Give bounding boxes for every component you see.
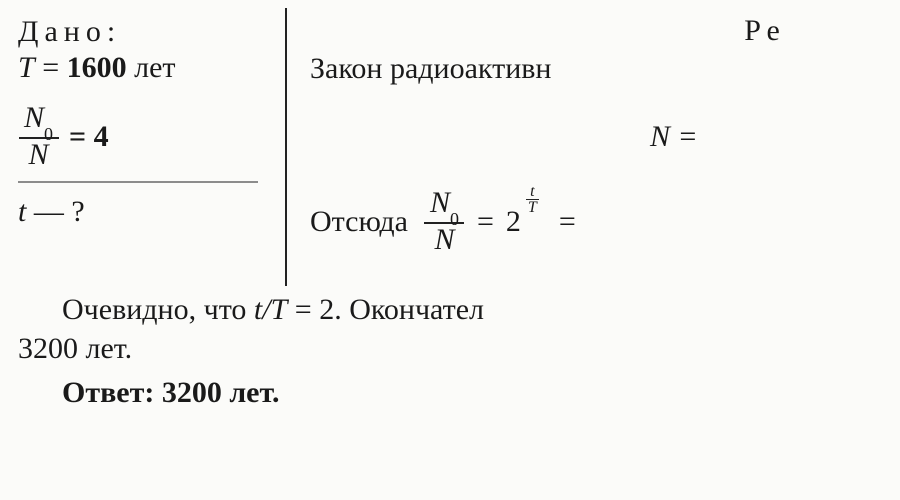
conclusion-line-1: Очевидно, что t/T = 2. Окончател [18, 290, 900, 331]
equals-4: = 4 [69, 120, 109, 154]
unit-years: лет [127, 51, 176, 84]
bottom-section: Очевидно, что t/T = 2. Окончател 3200 ле… [0, 256, 900, 411]
page-container: Дано: T = 1600 лет N0 N = 4 t — ? Ре [0, 0, 900, 500]
subscript-0: 0 [44, 124, 53, 144]
n-equation: N = [650, 120, 900, 154]
law-statement: Закон радиоактивн [310, 52, 900, 86]
power-expression: 2 t T [506, 205, 521, 239]
value-1600: 1600 [67, 51, 127, 84]
fraction-N0-over-N: N0 N [18, 103, 59, 171]
equals-2-text: = 2. Окончател [287, 293, 484, 326]
fraction-numerator: N0 [18, 103, 59, 137]
solution-heading: Ре [470, 14, 900, 48]
fraction-numerator-2: N0 [424, 188, 465, 222]
answer-value: 3200 лет. [154, 376, 279, 409]
var-N0-N: N [24, 101, 44, 134]
exponent-fraction: t T [526, 185, 539, 216]
trailing-equals: = [559, 205, 576, 239]
equals-sign-2: = [477, 205, 494, 239]
exponent-num: t [530, 185, 534, 199]
answer-label: Ответ: [62, 376, 154, 409]
conclusion-line-2: 3200 лет. [18, 332, 900, 366]
answer-line: Ответ: 3200 лет. [18, 376, 900, 410]
top-section: Дано: T = 1600 лет N0 N = 4 t — ? Ре [0, 0, 900, 256]
obviously-text: Очевидно, что [62, 293, 254, 326]
var-N0-N-2: N [430, 186, 450, 219]
dash: — [26, 195, 71, 228]
eq-sign: = [35, 51, 67, 84]
given-half-life-line: T = 1600 лет [18, 51, 280, 85]
find-line: t — ? [18, 195, 280, 229]
hence-word: Отсюда [310, 205, 408, 239]
given-heading: Дано: [18, 15, 280, 49]
base-2: 2 [506, 205, 521, 238]
ratio-tT: t/T [254, 293, 287, 326]
given-divider-line [18, 181, 258, 183]
solution-block: Ре Закон радиоактивн N = Отсюда N0 N = 2… [280, 10, 900, 256]
exponent-den: T [526, 199, 539, 215]
var-T: T [18, 51, 35, 84]
fraction-N0-over-N-2: N0 N [424, 188, 465, 256]
subscript-0-2: 0 [450, 209, 459, 229]
given-block: Дано: T = 1600 лет N0 N = 4 t — ? [0, 10, 280, 256]
question-mark: ? [71, 195, 84, 228]
derive-line: Отсюда N0 N = 2 t T = [310, 188, 900, 256]
given-ratio-row: N0 N = 4 [18, 103, 280, 171]
